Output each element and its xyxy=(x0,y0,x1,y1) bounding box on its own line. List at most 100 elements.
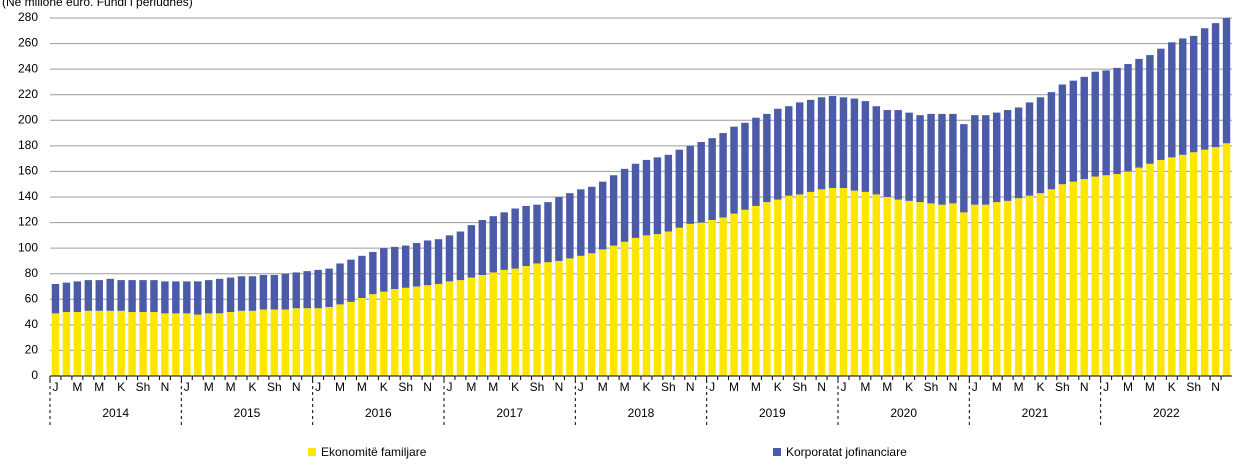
bar-segment xyxy=(511,268,519,376)
x-tick-label: J xyxy=(1103,380,1109,394)
x-tick-label: N xyxy=(817,380,826,394)
bar-segment xyxy=(577,255,585,376)
x-tick-label: M xyxy=(72,380,82,394)
bar-segment xyxy=(358,255,366,299)
y-tick-label: 20 xyxy=(25,343,39,357)
bar-segment xyxy=(84,310,93,376)
y-tick-label: 200 xyxy=(18,112,38,126)
bar-segment xyxy=(194,281,202,315)
bar-segment xyxy=(1003,110,1012,201)
bar-segment xyxy=(467,225,476,278)
bar-segment xyxy=(511,208,519,269)
bar-segment xyxy=(982,204,990,376)
bar-segment xyxy=(95,280,103,311)
bar-segment xyxy=(1080,179,1088,376)
bar-segment xyxy=(1102,175,1110,376)
bar-segment xyxy=(697,142,705,223)
x-tick-label: N xyxy=(1211,380,1220,394)
x-tick-label: N xyxy=(161,380,170,394)
bar-segment xyxy=(1058,184,1067,376)
y-tick-label: 80 xyxy=(25,266,39,280)
bar-segment xyxy=(1179,38,1187,155)
bar-segment xyxy=(719,217,727,376)
year-label: 2018 xyxy=(628,406,655,420)
bar-segment xyxy=(795,194,804,376)
bar-segment xyxy=(992,202,1001,376)
bar-segment xyxy=(1168,42,1176,158)
bar-segment xyxy=(883,197,891,376)
bar-segment xyxy=(566,193,574,259)
bar-segment xyxy=(686,145,694,224)
bar-segment xyxy=(894,199,902,376)
bar-segment xyxy=(412,243,421,287)
legend-label: Ekonomitë familjare xyxy=(321,445,427,459)
x-tick-label: Sh xyxy=(792,380,807,394)
x-tick-label: Sh xyxy=(661,380,676,394)
bar-segment xyxy=(598,249,607,376)
bar-segment xyxy=(785,106,793,196)
bar-segment xyxy=(609,175,618,246)
bar-segment xyxy=(620,168,629,242)
bar-segment xyxy=(631,163,640,238)
bar-segment xyxy=(774,199,782,376)
bar-segment xyxy=(598,181,607,250)
bar-segment xyxy=(194,314,202,376)
bar-segment xyxy=(949,203,957,376)
bar-segment xyxy=(95,310,103,376)
x-tick-label: M xyxy=(488,380,498,394)
bar-segment xyxy=(73,312,82,376)
year-label: 2014 xyxy=(102,406,129,420)
x-tick-label: Sh xyxy=(136,380,151,394)
bar-segment xyxy=(697,222,705,376)
x-tick-label: N xyxy=(555,380,564,394)
x-tick-label: M xyxy=(620,380,630,394)
x-tick-label: J xyxy=(315,380,321,394)
bar-segment xyxy=(675,149,684,228)
x-tick-label: M xyxy=(992,380,1002,394)
bar-segment xyxy=(270,274,279,310)
bar-segment xyxy=(850,190,859,376)
bar-segment xyxy=(566,258,574,376)
bar-segment xyxy=(763,202,771,376)
bar-segment xyxy=(445,235,454,282)
bar-segment xyxy=(938,204,946,376)
bar-segment xyxy=(861,101,870,192)
x-tick-label: M xyxy=(882,380,892,394)
bar-segment xyxy=(1124,171,1132,376)
x-tick-label: M xyxy=(1123,380,1133,394)
bar-segment xyxy=(314,269,322,309)
year-label: 2017 xyxy=(496,406,523,420)
y-tick-label: 220 xyxy=(18,87,38,101)
bar-segment xyxy=(544,262,552,376)
bar-segment xyxy=(861,191,870,376)
bar-segment xyxy=(172,281,180,314)
bar-segment xyxy=(139,280,147,313)
legend-swatch xyxy=(773,448,781,456)
y-tick-label: 140 xyxy=(18,189,38,203)
bar-segment xyxy=(555,197,563,261)
bar-segment xyxy=(391,246,399,290)
bar-segment xyxy=(741,122,749,210)
bar-segment xyxy=(380,291,388,376)
x-tick-label: M xyxy=(598,380,608,394)
bar-segment xyxy=(358,298,366,376)
bar-segment xyxy=(872,106,881,195)
y-tick-label: 260 xyxy=(18,36,38,50)
x-tick-label: M xyxy=(751,380,761,394)
x-tick-label: M xyxy=(860,380,870,394)
bar-segment xyxy=(325,306,333,376)
x-tick-label: M xyxy=(94,380,104,394)
bar-segment xyxy=(128,280,136,313)
bar-segment xyxy=(259,274,268,310)
bar-segment xyxy=(1091,176,1099,376)
bar-segment xyxy=(631,237,640,376)
x-tick-label: K xyxy=(1168,380,1176,394)
bar-segment xyxy=(369,294,377,376)
bar-segment xyxy=(139,312,147,376)
bar-segment xyxy=(960,212,968,376)
bar-segment xyxy=(380,248,388,292)
x-tick-label: J xyxy=(840,380,846,394)
x-tick-label: Sh xyxy=(1055,380,1070,394)
bar-segment xyxy=(1200,149,1209,376)
bar-segment xyxy=(259,309,268,376)
